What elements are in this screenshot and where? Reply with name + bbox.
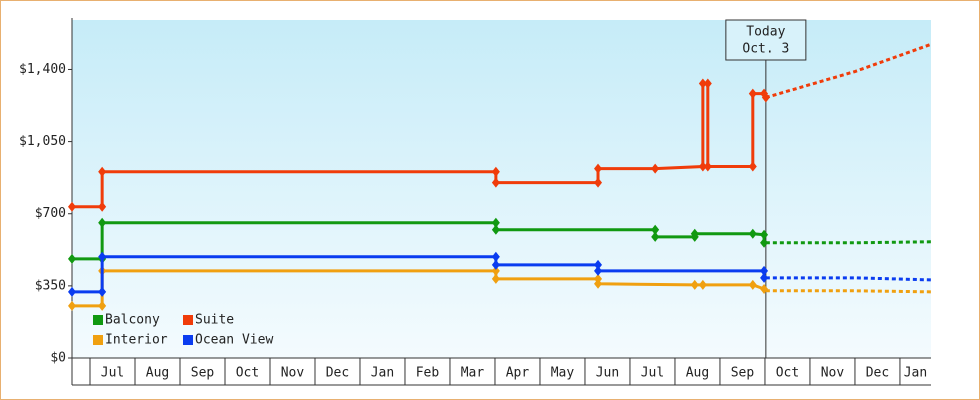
point-marker [594, 278, 603, 289]
x-tick-label: May [551, 366, 575, 381]
legend-swatch [93, 315, 103, 325]
point-marker [594, 265, 603, 276]
point-marker [698, 161, 707, 172]
point-marker [748, 228, 757, 239]
point-marker [760, 265, 769, 276]
point-marker [98, 300, 107, 311]
point-marker [760, 283, 769, 294]
point-marker [748, 161, 757, 172]
x-tick-label: Nov [821, 366, 845, 381]
y-tick-label: $1,050 [19, 134, 66, 149]
x-tick-label: Dec [326, 366, 349, 381]
legend-label: Ocean View [195, 333, 273, 348]
x-tick-label: Aug [686, 366, 709, 381]
point-marker [68, 201, 76, 212]
point-marker [68, 253, 76, 264]
x-tick-label: Jan [371, 366, 394, 381]
x-tick-label: Sep [731, 366, 755, 381]
today-label: Today [746, 25, 785, 40]
x-tick-label: Jun [596, 366, 619, 381]
legend-label: Balcony [105, 313, 160, 328]
x-tick-label: Mar [461, 366, 485, 381]
y-tick-label: $700 [35, 206, 66, 221]
y-tick-label: $0 [50, 351, 66, 366]
point-marker [760, 237, 769, 248]
point-marker [651, 163, 660, 174]
point-marker [491, 251, 500, 262]
point-marker [98, 251, 107, 262]
series-line [72, 81, 768, 209]
point-marker [748, 88, 757, 99]
x-tick-label: Jan [904, 366, 927, 381]
point-marker [651, 231, 660, 242]
today-box [725, 19, 807, 61]
legend-swatch [93, 335, 103, 345]
point-marker [698, 279, 707, 290]
x-tick-label: Jul [101, 366, 124, 381]
point-marker [651, 224, 660, 235]
projection-line [765, 42, 932, 99]
projection-line [765, 289, 932, 294]
x-tick-label: Aug [146, 366, 169, 381]
point-marker [748, 279, 757, 290]
point-marker [491, 224, 500, 235]
point-marker [760, 272, 769, 283]
x-tick-label: Dec [866, 366, 889, 381]
x-tick-label: Sep [191, 366, 215, 381]
point-marker [98, 217, 107, 228]
legend-swatch [183, 315, 193, 325]
x-tick-label: Jul [641, 366, 664, 381]
legend-swatch [183, 335, 193, 345]
point-marker [594, 259, 603, 270]
point-marker [761, 92, 770, 103]
point-marker [760, 229, 769, 240]
point-marker [690, 228, 699, 239]
point-marker [594, 163, 603, 174]
x-tick-label: Apr [506, 366, 530, 381]
x-tick-label: Oct [236, 366, 259, 381]
point-marker [703, 78, 712, 89]
point-marker [690, 279, 699, 290]
x-tick-label: Oct [776, 366, 799, 381]
point-marker [98, 166, 107, 177]
point-marker [491, 166, 500, 177]
point-marker [491, 259, 500, 270]
point-marker [491, 265, 500, 276]
point-marker [68, 286, 76, 297]
point-marker [698, 78, 707, 89]
point-marker [594, 177, 603, 188]
point-marker [491, 273, 500, 284]
today-date: Oct. 3 [742, 42, 789, 57]
legend-label: Suite [195, 313, 234, 328]
legend-label: Interior [105, 333, 168, 348]
x-tick-label: Nov [281, 366, 305, 381]
point-marker [491, 217, 500, 228]
point-marker [68, 300, 76, 311]
point-marker [703, 161, 712, 172]
point-marker [491, 177, 500, 188]
point-marker [98, 286, 107, 297]
projection-line [765, 276, 932, 282]
projection-line [765, 240, 932, 245]
x-tick-label: Feb [416, 366, 440, 381]
plot-area [72, 20, 931, 358]
point-marker [98, 201, 107, 212]
y-tick-label: $350 [35, 278, 66, 293]
y-tick-label: $1,400 [19, 62, 66, 77]
